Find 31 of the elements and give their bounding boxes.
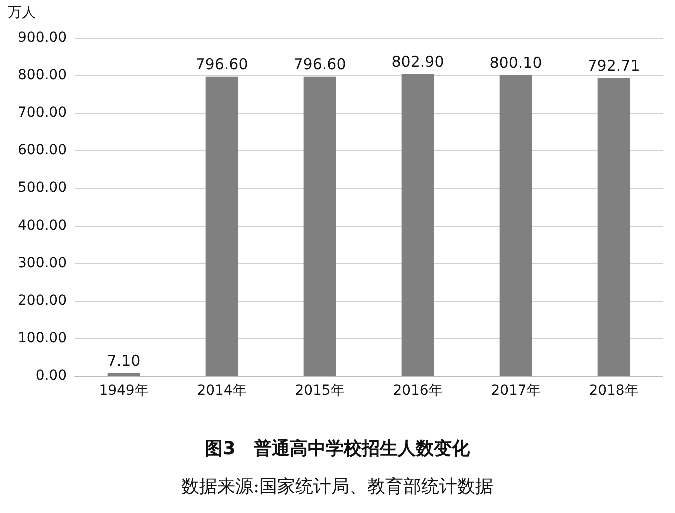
data-label: 7.10 (107, 352, 141, 370)
x-tick-label: 2017年 (491, 383, 541, 399)
bar (108, 373, 140, 376)
bar (402, 74, 434, 376)
y-tick-label: 100.00 (18, 330, 67, 346)
x-tick-label: 2014年 (197, 383, 247, 399)
data-label: 802.90 (392, 52, 444, 71)
data-label: 796.60 (196, 55, 248, 74)
text: 图3 普通高中学校招生人数变化 (205, 438, 471, 460)
bar (598, 78, 630, 376)
bar (206, 76, 238, 376)
y-tick-label: 800.00 (18, 68, 67, 84)
y-axis-title: 万人 (8, 5, 36, 21)
y-tick-label: 300.00 (18, 255, 67, 272)
x-tick-label: 1949年 (99, 383, 149, 399)
source-note: 数据来源:国家统计局、教育部统计数据 (181, 476, 494, 498)
data-label: 792.71 (588, 56, 640, 75)
x-tick-label: 2016年 (393, 383, 443, 399)
y-tick-label: 0.00 (36, 368, 67, 384)
data-label: 796.60 (294, 55, 346, 74)
data-label: 800.10 (490, 54, 542, 72)
x-tick-label: 2015年 (295, 383, 345, 399)
y-tick-label: 500.00 (18, 180, 67, 196)
y-tick-label: 700.00 (18, 105, 67, 122)
y-tick-label: 600.00 (18, 142, 67, 159)
bar (500, 76, 532, 376)
y-tick-label: 900.00 (18, 30, 67, 46)
x-tick-label: 2018年 (589, 383, 639, 399)
y-tick-label: 200.00 (18, 292, 67, 309)
y-tick-label: 400.00 (18, 218, 67, 234)
bar (304, 76, 336, 376)
